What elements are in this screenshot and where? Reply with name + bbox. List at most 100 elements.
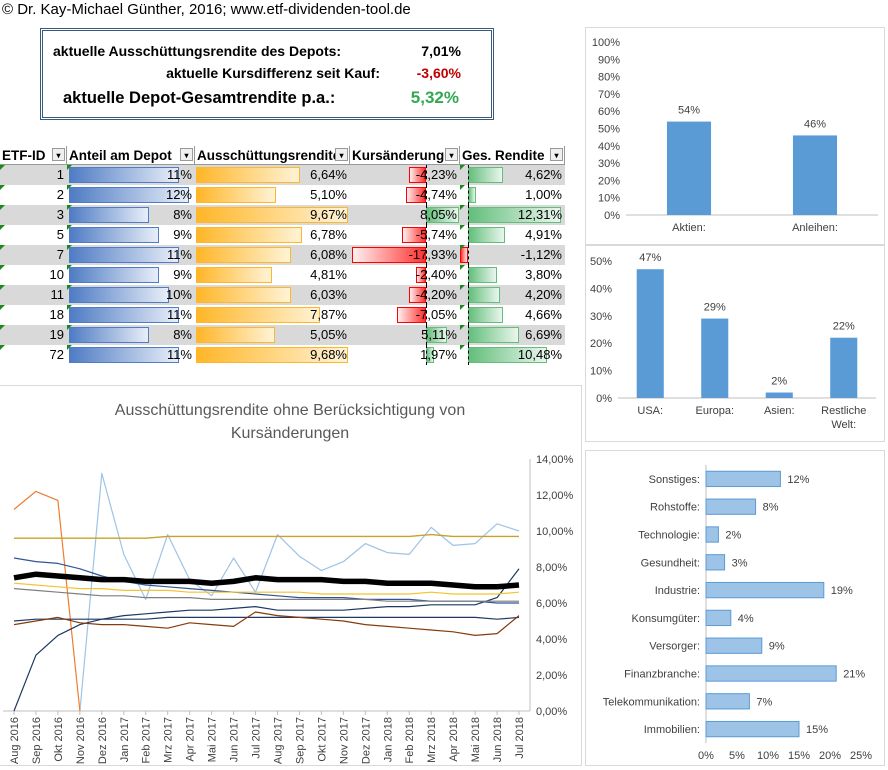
header-anteil[interactable]: Anteil am Depot ▾ <box>67 146 195 165</box>
summary-total-value: 5,32% <box>410 88 459 107</box>
summary-price-diff-label: aktuelle Kursdifferenz seit Kauf: <box>166 65 380 81</box>
x-tick-label: Feb 2018 <box>404 717 416 763</box>
cell-ausschuettung[interactable]: 5,05% <box>195 325 350 345</box>
filter-dropdown-icon[interactable]: ▾ <box>550 148 563 161</box>
bar <box>830 337 858 398</box>
cell-ausschuettung[interactable]: 5,10% <box>195 185 350 205</box>
filter-dropdown-icon[interactable]: ▾ <box>445 148 458 161</box>
header-ausschuettung[interactable]: Ausschüttungsrendite ▾ <box>195 146 350 165</box>
cell-ges-rendite[interactable]: 10,48% <box>460 345 565 365</box>
bar <box>705 665 837 682</box>
summary-price-diff-value: -3,60% <box>416 65 461 81</box>
cell-ausschuettung[interactable]: 9,68% <box>195 345 350 365</box>
anteil-value: 9% <box>173 227 192 242</box>
cell-ges-rendite[interactable]: 4,91% <box>460 225 565 245</box>
cell-anteil[interactable]: 10% <box>67 285 195 305</box>
cell-ausschuettung[interactable]: 6,08% <box>195 245 350 265</box>
filter-dropdown-icon[interactable]: ▾ <box>52 148 65 161</box>
ges-axis-line <box>468 265 469 285</box>
cell-ausschuettung[interactable]: 6,03% <box>195 285 350 305</box>
x-tick-label: Jul 2018 <box>514 717 526 759</box>
cell-ausschuettung[interactable]: 6,64% <box>195 165 350 185</box>
cell-anteil[interactable]: 8% <box>67 205 195 225</box>
cell-kurs[interactable]: -7,05% <box>350 305 460 325</box>
cell-kurs[interactable]: 1,97% <box>350 345 460 365</box>
chart-title-line-2: Kursänderungen <box>231 425 349 442</box>
cell-anteil[interactable]: 9% <box>67 265 195 285</box>
cell-etf-id[interactable]: 18 <box>0 305 67 325</box>
cell-anteil[interactable]: 11% <box>67 305 195 325</box>
data-label: 46% <box>804 118 826 130</box>
cell-kurs[interactable]: 5,11% <box>350 325 460 345</box>
cell-ges-rendite[interactable]: 12,31% <box>460 205 565 225</box>
cell-kurs[interactable]: -4,23% <box>350 165 460 185</box>
ges-databar-positive <box>468 267 497 283</box>
bar <box>705 637 763 654</box>
cell-ges-rendite[interactable]: 3,80% <box>460 265 565 285</box>
y-tick-label: 8,00% <box>536 562 567 574</box>
x-tick-label: Mai 2017 <box>207 717 219 762</box>
kurs-axis-line <box>426 165 427 185</box>
cell-kurs[interactable]: -5,74% <box>350 225 460 245</box>
cell-etf-id[interactable]: 11 <box>0 285 67 305</box>
cell-kurs[interactable]: -2,40% <box>350 265 460 285</box>
comment-marker-icon <box>67 185 72 190</box>
cell-etf-id[interactable]: 1 <box>0 165 67 185</box>
y-tick-label: 0% <box>596 393 612 405</box>
data-label: 54% <box>678 105 700 117</box>
header-etf-id[interactable]: ETF-ID ▾ <box>0 146 67 165</box>
kurs-axis-line <box>426 325 427 345</box>
cell-etf-id[interactable]: 3 <box>0 205 67 225</box>
y-category-label: Sonstiges: <box>649 474 700 486</box>
cell-ausschuettung[interactable]: 7,87% <box>195 305 350 325</box>
x-tick-label: Apr 2018 <box>448 717 460 762</box>
cell-etf-id[interactable]: 72 <box>0 345 67 365</box>
cell-ges-rendite[interactable]: 4,20% <box>460 285 565 305</box>
cell-ges-rendite[interactable]: 1,00% <box>460 185 565 205</box>
comment-marker-icon <box>0 245 5 250</box>
anteil-value: 11% <box>166 307 192 322</box>
cell-anteil[interactable]: 11% <box>67 165 195 185</box>
cell-ges-rendite[interactable]: 4,62% <box>460 165 565 185</box>
y-category-label: Telekommunikation: <box>603 696 700 708</box>
comment-marker-icon <box>460 285 465 290</box>
series-line <box>13 582 520 595</box>
cell-anteil[interactable]: 11% <box>67 345 195 365</box>
y-tick-label: 50% <box>598 124 620 136</box>
cell-etf-id[interactable]: 2 <box>0 185 67 205</box>
cell-etf-id[interactable]: 7 <box>0 245 67 265</box>
header-kurs[interactable]: Kursänderung ▾ <box>350 146 460 165</box>
cell-ges-rendite[interactable]: -1,12% <box>460 245 565 265</box>
cell-kurs[interactable]: -4,20% <box>350 285 460 305</box>
bar <box>705 554 726 571</box>
data-label: 2% <box>725 530 741 542</box>
cell-ges-rendite[interactable]: 4,66% <box>460 305 565 325</box>
anteil-databar <box>69 287 169 303</box>
cell-kurs[interactable]: 8,05% <box>350 205 460 225</box>
cell-etf-id[interactable]: 19 <box>0 325 67 345</box>
cell-anteil[interactable]: 9% <box>67 225 195 245</box>
cell-anteil[interactable]: 11% <box>67 245 195 265</box>
y-category-label: Industrie: <box>655 585 700 597</box>
cell-etf-id[interactable]: 5 <box>0 225 67 245</box>
x-tick-label: Nov 2017 <box>338 717 350 764</box>
cell-etf-id[interactable]: 10 <box>0 265 67 285</box>
ausschuettung-value: 9,68% <box>310 347 347 362</box>
filter-dropdown-icon[interactable]: ▾ <box>335 148 348 161</box>
cell-ausschuettung[interactable]: 4,81% <box>195 265 350 285</box>
cell-ausschuettung[interactable]: 9,67% <box>195 205 350 225</box>
cell-kurs[interactable]: -17,93% <box>350 245 460 265</box>
cell-anteil[interactable]: 12% <box>67 185 195 205</box>
cell-anteil[interactable]: 8% <box>67 325 195 345</box>
cell-ges-rendite[interactable]: 6,69% <box>460 325 565 345</box>
cell-kurs[interactable]: -4,74% <box>350 185 460 205</box>
filter-active-icon[interactable]: ▾ <box>180 148 193 161</box>
ausschuettung-value: 4,81% <box>310 267 347 282</box>
anteil-databar <box>69 167 179 183</box>
bar <box>705 498 757 515</box>
header-ges-rendite[interactable]: Ges. Rendite ▾ <box>460 146 565 165</box>
y-tick-label: 0,00% <box>536 706 567 718</box>
cell-ausschuettung[interactable]: 6,78% <box>195 225 350 245</box>
region-chart-panel: 0% 10% 20% 30% 40% 50% 47% USA: 29% Europa: 2% Asie… <box>585 245 885 442</box>
bar <box>705 581 825 599</box>
